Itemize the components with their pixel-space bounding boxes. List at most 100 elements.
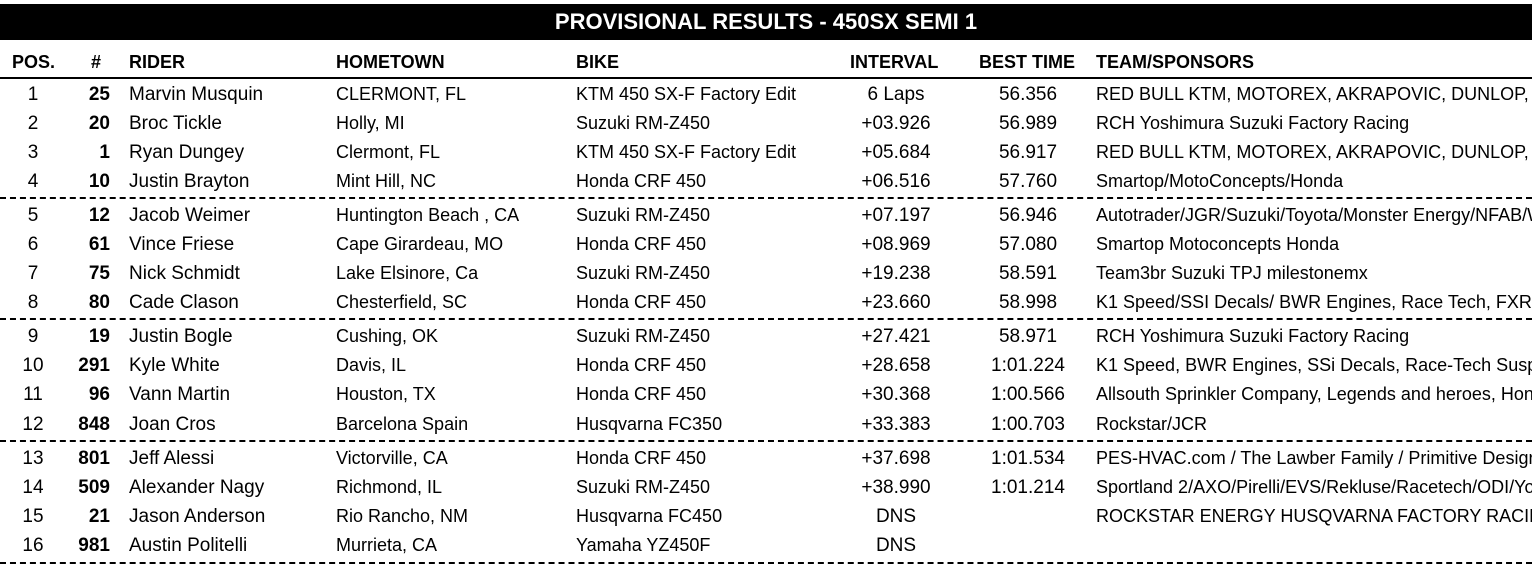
table-row: 14 509 Alexander Nagy Richmond, IL Suzuki RM…: [0, 473, 1538, 502]
table-row: 15 21 Jason Anderson Rio Rancho, NM Husqvarn…: [0, 502, 1538, 531]
cell-hometown: Chesterfield, SC: [336, 292, 468, 312]
cell-hometown: Lake Elsinore, Ca: [336, 263, 479, 283]
cell-team-sponsors: Team3br Suzuki TPJ milestonemx: [1096, 263, 1368, 283]
cell-interval: +06.516: [861, 171, 931, 192]
cell-interval: DNS: [875, 506, 917, 527]
results-title: PROVISIONAL RESULTS - 450SX SEMI 1: [0, 4, 1532, 40]
cell-interval: +05.684: [861, 142, 931, 163]
cell-number: 10: [88, 171, 110, 192]
cell-rider: Justin Brayton: [129, 171, 250, 192]
cell-team-sponsors: ROCKSTAR ENERGY HUSQVARNA FACTORY RACIN: [1096, 506, 1532, 526]
cell-best-time: 56.356: [998, 84, 1058, 105]
cell-bike: Suzuki RM-Z450: [576, 113, 711, 133]
cell-bike: Yamaha YZ450F: [576, 535, 711, 555]
cell-team-sponsors: RED BULL KTM, MOTOREX, AKRAPOVIC, DUNLOP…: [1096, 84, 1532, 104]
cell-rider: Jacob Weimer: [129, 205, 251, 226]
cell-number: 19: [88, 326, 110, 347]
cell-best-time: 58.971: [998, 326, 1058, 347]
cell-pos: 3: [27, 142, 39, 163]
cell-bike: Husqvarna FC350: [576, 414, 723, 434]
cell-bike: Honda CRF 450: [576, 234, 707, 254]
cell-interval: +19.238: [861, 263, 931, 284]
header-hometown: HOMETOWN: [336, 52, 445, 72]
header-divider: [0, 77, 1532, 79]
cell-number: 12: [88, 205, 110, 226]
cell-hometown: Barcelona Spain: [336, 414, 469, 434]
cell-interval: +38.990: [861, 477, 931, 498]
cell-interval: +37.698: [861, 448, 931, 469]
cell-number: 61: [88, 234, 110, 255]
cell-hometown: Clermont, FL: [336, 142, 441, 162]
cell-hometown: Mint Hill, NC: [336, 171, 437, 191]
cell-bike: Husqvarna FC450: [576, 506, 723, 526]
cell-best-time: 1:00.703: [991, 414, 1065, 435]
cell-pos: 9: [27, 326, 39, 347]
cell-rider: Broc Tickle: [129, 113, 222, 134]
cell-team-sponsors: Rockstar/JCR: [1096, 414, 1208, 434]
cell-hometown: CLERMONT, FL: [336, 84, 467, 104]
group-divider: [0, 318, 1532, 320]
cell-interval: 6 Laps: [867, 84, 925, 105]
cell-bike: Honda CRF 450: [576, 292, 707, 312]
cell-bike: KTM 450 SX-F Factory Edit: [576, 84, 797, 104]
table-row: 1 25 Marvin Musquin CLERMONT, FL KTM 450 SX-…: [0, 80, 1538, 109]
cell-bike: KTM 450 SX-F Factory Edit: [576, 142, 797, 162]
cell-pos: 5: [27, 205, 39, 226]
cell-interval: +33.383: [861, 414, 931, 435]
cell-bike: Honda CRF 450: [576, 448, 707, 468]
cell-number: 25: [88, 84, 110, 105]
cell-bike: Suzuki RM-Z450: [576, 477, 711, 497]
cell-number: 291: [78, 355, 110, 376]
cell-bike: Suzuki RM-Z450: [576, 263, 711, 283]
cell-number: 981: [78, 535, 110, 556]
table-row: 16 981 Austin Politelli Murrieta, CA Yamaha …: [0, 531, 1538, 560]
cell-team-sponsors: K1 Speed, BWR Engines, SSi Decals, Race-…: [1096, 355, 1532, 375]
cell-best-time: 57.760: [998, 171, 1058, 192]
cell-pos: 2: [27, 113, 39, 134]
cell-rider: Nick Schmidt: [129, 263, 240, 284]
cell-team-sponsors: K1 Speed/SSI Decals/ BWR Engines, Race T…: [1096, 292, 1532, 312]
cell-team-sponsors: Smartop/MotoConcepts/Honda: [1096, 171, 1344, 191]
cell-hometown: Victorville, CA: [336, 448, 448, 468]
header-rider: RIDER: [129, 52, 186, 72]
cell-rider: Vann Martin: [129, 384, 231, 405]
header-pos: POS.: [12, 52, 56, 72]
cell-pos: 13: [22, 448, 44, 469]
header-team-sponsors: TEAM/SPONSORS: [1096, 52, 1255, 72]
cell-pos: 11: [23, 384, 43, 405]
table-row: 4 10 Justin Brayton Mint Hill, NC Honda CRF …: [0, 167, 1538, 196]
cell-number: 96: [88, 384, 110, 405]
cell-rider: Cade Clason: [129, 292, 239, 313]
cell-team-sponsors: Autotrader/JGR/Suzuki/Toyota/Monster Ene…: [1096, 205, 1532, 225]
cell-hometown: Davis, IL: [336, 355, 407, 375]
group-divider: [0, 197, 1532, 199]
cell-pos: 10: [22, 355, 44, 376]
table-row: 12 848 Joan Cros Barcelona Spain Husqvarna F…: [0, 410, 1538, 439]
cell-best-time: 56.946: [998, 205, 1058, 226]
cell-interval: +28.658: [861, 355, 931, 376]
cell-number: 75: [88, 263, 110, 284]
cell-number: 20: [88, 113, 110, 134]
cell-rider: Kyle White: [129, 355, 220, 376]
cell-rider: Jason Anderson: [129, 506, 266, 527]
cell-bike: Honda CRF 450: [576, 355, 707, 375]
cell-best-time: 57.080: [998, 234, 1058, 255]
cell-rider: Jeff Alessi: [129, 448, 215, 469]
cell-rider: Marvin Musquin: [129, 84, 264, 105]
table-row: 5 12 Jacob Weimer Huntington Beach , CA Suzu…: [0, 201, 1538, 230]
cell-pos: 4: [27, 171, 39, 192]
cell-best-time: 1:01.224: [991, 355, 1065, 376]
cell-hometown: Richmond, IL: [336, 477, 443, 497]
cell-bike: Honda CRF 450: [576, 384, 707, 404]
cell-pos: 14: [22, 477, 44, 498]
cell-rider: Joan Cros: [129, 414, 216, 435]
cell-interval: +08.969: [861, 234, 931, 255]
table-row: 11 96 Vann Martin Houston, TX Honda CRF 450 +…: [0, 380, 1538, 409]
cell-pos: 1: [27, 84, 39, 105]
header-best-time: BEST TIME: [979, 52, 1076, 72]
group-divider: [0, 562, 1532, 564]
cell-best-time: 1:00.566: [991, 384, 1065, 405]
table-row: 9 19 Justin Bogle Cushing, OK Suzuki RM-Z450…: [0, 322, 1538, 351]
header-bike: BIKE: [576, 52, 620, 72]
header-number: #: [91, 52, 102, 72]
